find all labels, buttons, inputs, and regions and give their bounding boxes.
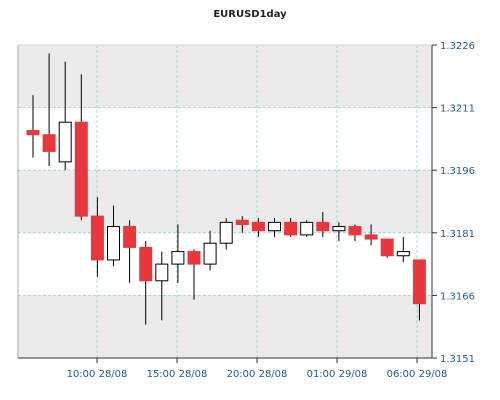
grid-band [18,295,432,358]
candle-body [316,221,330,232]
x-tick-label: 15:00 28/08 [147,369,208,380]
x-tick-label: 10:00 28/08 [67,369,128,380]
y-tick-label: 1.3181 [440,229,475,240]
grid-band [18,45,432,108]
candle-body [235,219,249,225]
candle-body [74,121,88,217]
y-tick-label: 1.3226 [440,41,475,52]
candle-body [42,134,56,152]
y-tick-label: 1.3151 [440,354,475,365]
y-tick-label: 1.3196 [440,166,475,177]
candle-body [284,221,298,236]
candle-body [58,121,72,163]
candle-body [123,226,137,248]
candle-body [107,226,120,261]
candle-body [332,226,346,232]
candle-body [187,251,201,265]
candle-body [251,221,265,232]
candle-body [155,263,169,282]
candle-body [219,221,233,244]
candle-body [412,259,426,305]
chart-title: EURUSD1day [213,9,287,20]
candle-body [348,226,362,236]
candle-body [26,130,40,136]
candle-body [268,221,281,232]
candle-body [90,215,104,261]
x-tick-label: 01:00 29/08 [307,369,368,380]
candle-body [203,242,217,265]
candle-body [300,221,314,236]
candle-body [364,234,378,240]
candle-body [380,238,394,257]
candle-body [171,251,185,265]
candle-body [139,246,153,282]
y-tick-label: 1.3211 [440,104,475,115]
candle-body [396,251,410,257]
x-tick-label: 06:00 29/08 [387,369,448,380]
x-tick-label: 20:00 28/08 [227,369,288,380]
y-tick-label: 1.3166 [440,291,475,302]
